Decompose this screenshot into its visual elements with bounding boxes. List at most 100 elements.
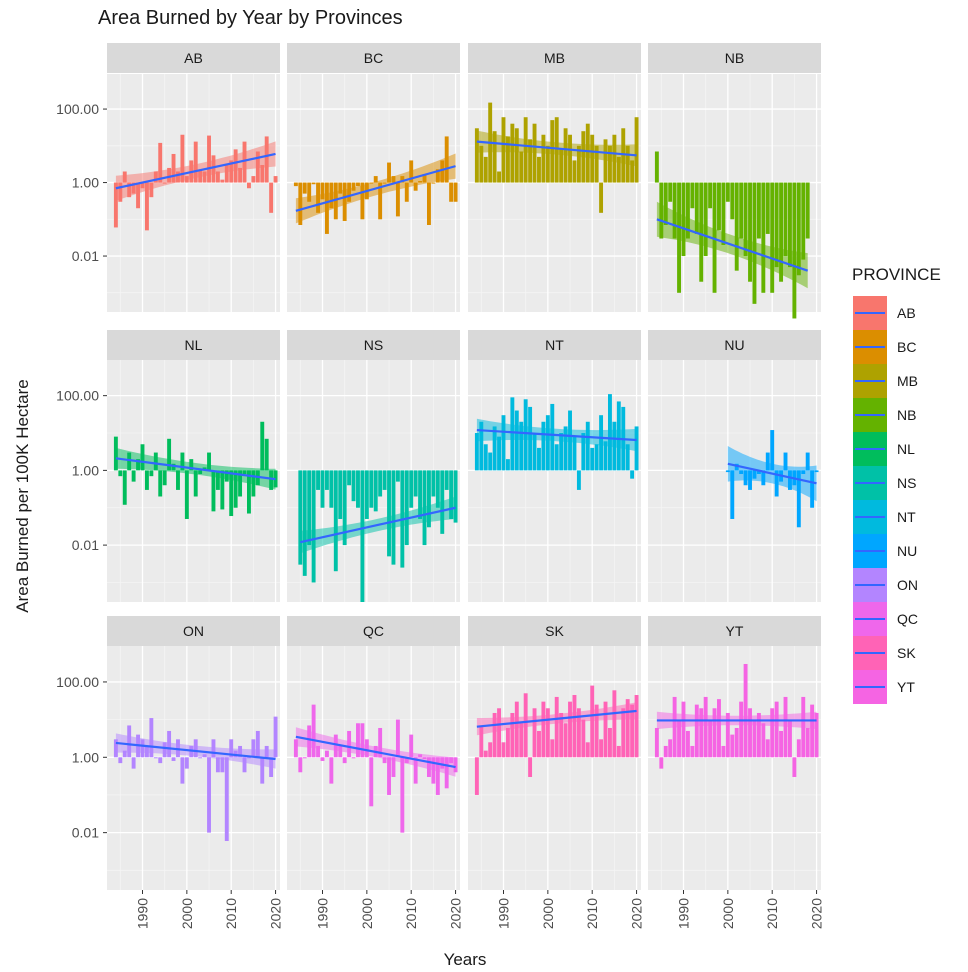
x-tick-label: 2000	[540, 898, 556, 929]
bar	[338, 182, 343, 194]
bar	[373, 470, 378, 512]
bar	[792, 182, 797, 319]
bar	[233, 470, 238, 508]
bar	[787, 719, 792, 758]
bar	[541, 421, 546, 471]
bar	[532, 123, 537, 183]
bar	[215, 470, 220, 490]
y-tick-label: 1.00	[72, 462, 99, 478]
bar	[765, 182, 770, 234]
bar	[814, 712, 819, 758]
bar	[311, 704, 316, 758]
bar	[659, 757, 664, 769]
bar	[198, 757, 203, 759]
bar	[634, 695, 639, 758]
bar	[400, 757, 405, 833]
bar	[796, 470, 801, 528]
bar	[519, 723, 524, 758]
bar	[409, 734, 414, 758]
bar	[594, 444, 599, 471]
bar	[395, 719, 400, 758]
y-axis-title: Area Burned per 100K Hectare	[13, 379, 32, 612]
trend-line	[115, 457, 276, 481]
panel-background	[468, 360, 641, 602]
bar	[805, 182, 810, 239]
bar	[351, 182, 356, 191]
bar	[167, 438, 172, 471]
bar	[621, 708, 626, 758]
facet-strip-label: YT	[726, 623, 744, 639]
facet-strip	[468, 616, 641, 646]
y-tick-label: 100.00	[56, 101, 99, 117]
facet-strip-label: NL	[185, 337, 203, 353]
bar	[118, 470, 123, 477]
x-tick-label: 2010	[223, 898, 239, 929]
bar	[435, 470, 440, 508]
bar	[559, 433, 564, 471]
facet-panels: AB 100.00 1.00 0.01 BC MB NB NL 100.00 1.00 0.01 NS…	[56, 43, 825, 929]
facet-strip	[107, 330, 280, 360]
legend-label: NU	[897, 543, 917, 559]
trend-line	[476, 140, 637, 157]
legend: AB BC MB NB NL NS NT NU ON QC SK YT	[853, 296, 918, 704]
bar	[581, 719, 586, 758]
bar	[122, 750, 127, 758]
bar	[149, 470, 154, 477]
facet-panel-nb: NB	[648, 43, 821, 319]
bar	[594, 145, 599, 183]
bar	[333, 470, 338, 572]
bar	[479, 145, 484, 183]
legend-item-nt: NT	[853, 500, 916, 534]
bar	[630, 704, 635, 758]
bar	[180, 757, 185, 784]
bar	[717, 699, 721, 758]
facet-panel-mb: MB	[468, 43, 641, 312]
bar	[585, 742, 590, 758]
bar	[532, 708, 537, 758]
bar	[311, 182, 316, 185]
bar	[207, 135, 211, 183]
trend-line	[656, 218, 809, 272]
bar	[369, 470, 374, 508]
bar	[273, 716, 278, 758]
bar	[215, 171, 220, 183]
panel-background	[468, 74, 641, 312]
bar	[694, 182, 699, 234]
legend-label: MB	[897, 373, 918, 389]
bar	[734, 182, 739, 271]
facet-panel-ab: AB 100.00 1.00 0.01	[56, 43, 280, 312]
bar	[453, 470, 458, 523]
bar	[528, 757, 533, 777]
bar	[215, 757, 220, 773]
x-tick-label: 2000	[179, 898, 195, 929]
bar	[708, 182, 713, 209]
bar	[113, 739, 118, 758]
bar	[630, 160, 635, 183]
bar	[251, 739, 256, 758]
bar	[734, 727, 739, 758]
bar	[479, 421, 484, 471]
bar	[273, 176, 278, 183]
facet-strip-label: BC	[364, 50, 383, 66]
bar	[184, 470, 189, 519]
bar	[748, 708, 752, 758]
legend-item-nl: NL	[853, 432, 915, 466]
bar	[721, 745, 726, 758]
bar	[220, 757, 225, 773]
trend-line	[115, 152, 276, 190]
trend-line	[300, 506, 456, 544]
legend-item-ab: AB	[853, 296, 916, 330]
bar	[302, 470, 307, 576]
bar	[347, 470, 352, 486]
bar	[690, 182, 695, 209]
bar	[519, 151, 524, 183]
bar	[739, 701, 744, 758]
facet-panel-bc: BC	[287, 43, 460, 312]
bar	[264, 438, 269, 471]
bar	[607, 145, 612, 183]
bar	[426, 182, 431, 225]
facet-panel-on: ON 100.00 1.00 0.01 1990 2000 2010 2020	[56, 616, 284, 929]
bar	[118, 757, 123, 764]
bar	[453, 182, 458, 202]
